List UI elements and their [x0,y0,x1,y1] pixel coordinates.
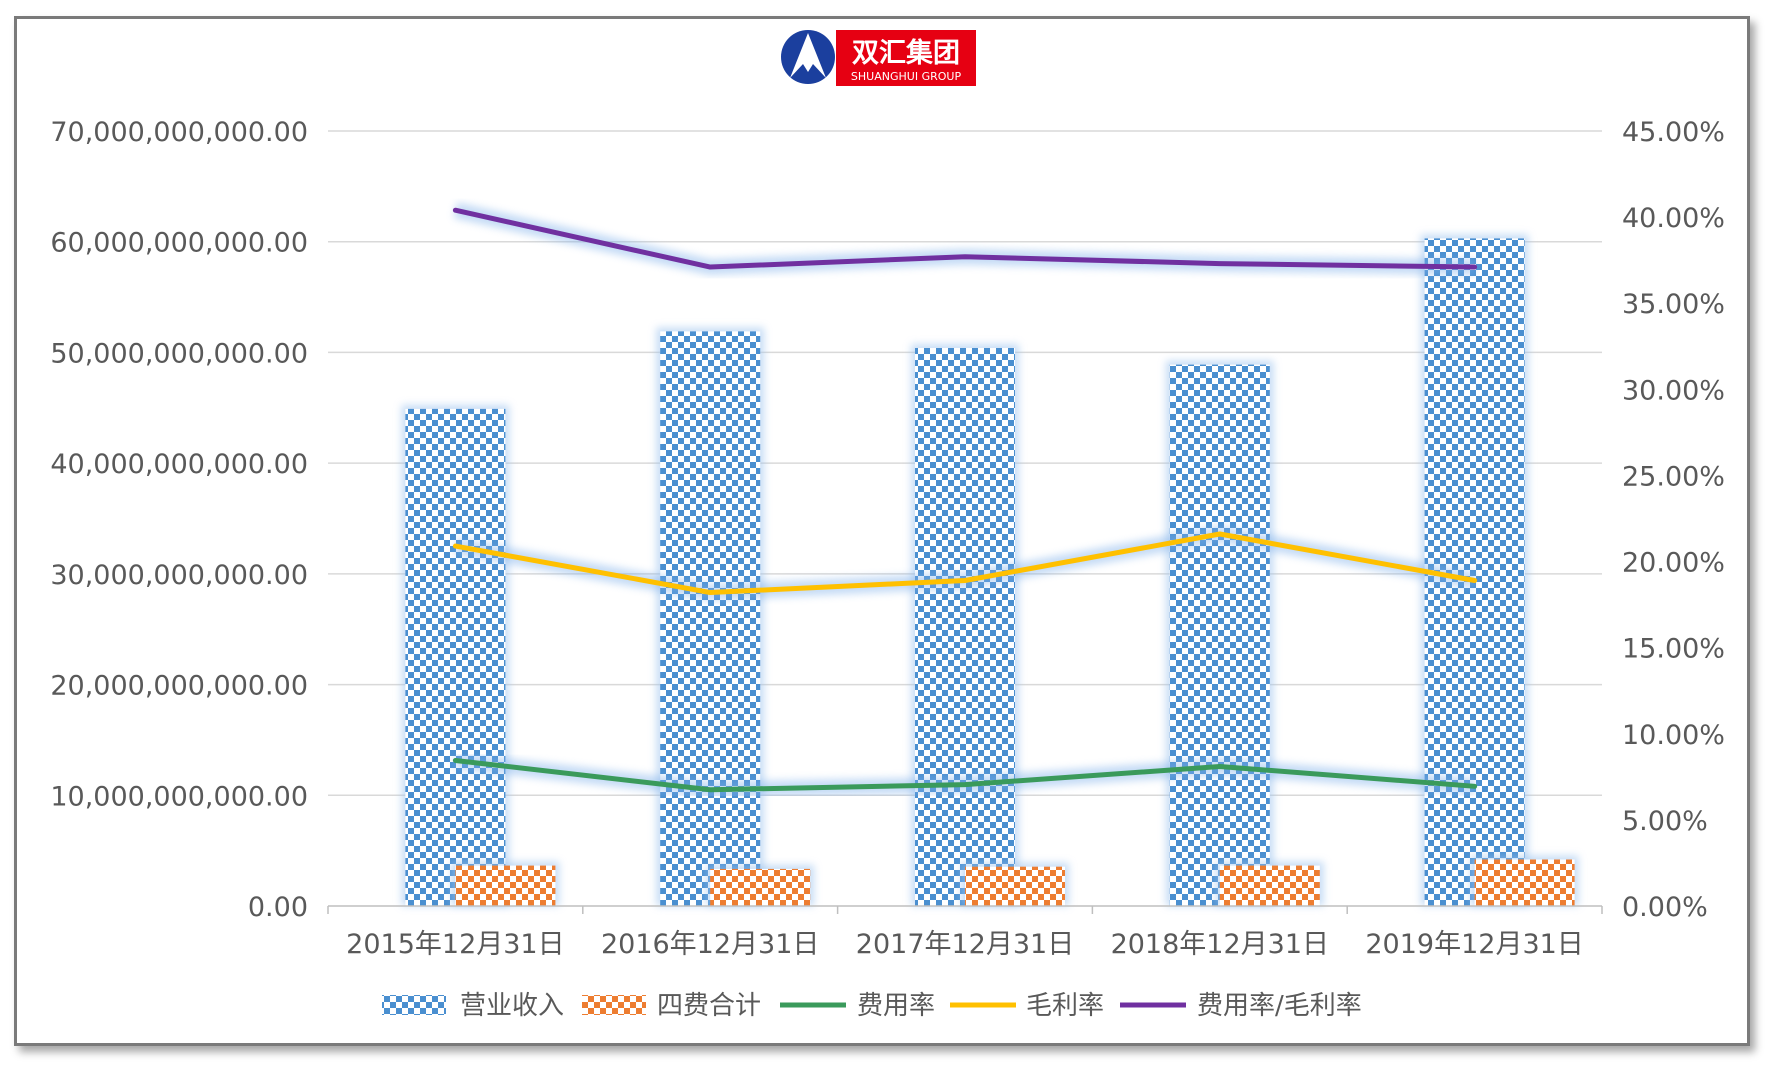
x-category-label: 2017年12月31日 [856,929,1074,960]
line-费用率/毛利率 [452,207,1478,270]
y-right-tick-label: 40.00% [1622,203,1725,234]
line-毛利率 [452,531,1478,596]
line-费用率 [452,757,1478,793]
y-left-tick-label: 50,000,000,000.00 [50,338,308,369]
logo-name-en: SHUANGHUI GROUP [851,70,962,83]
axes: 0.00 10,000,000,000.00 20,000,000,000.00 30… [50,117,1725,960]
y-right-tick-label: 25.00% [1622,461,1725,492]
bar-四费合计 [455,865,556,906]
bar-营业收入 [660,331,761,907]
legend-swatch [382,995,446,1015]
y-right-tick-label: 15.00% [1622,634,1725,665]
legend-swatch [582,995,646,1015]
bar-四费合计 [710,868,811,906]
lines [452,202,1478,798]
legend-label: 营业收入 [460,991,564,1021]
legend-label: 毛利率 [1026,991,1104,1021]
y-left-tick-label: 30,000,000,000.00 [50,560,308,591]
bars [401,234,1579,907]
y-left-tick-label: 70,000,000,000.00 [50,117,308,148]
x-category-label: 2016年12月31日 [601,929,819,960]
y-right-tick-label: 45.00% [1622,117,1725,148]
bar-四费合计 [1474,859,1575,906]
y-right-tick-label: 35.00% [1622,289,1725,320]
bar-营业收入 [1169,364,1270,906]
y-right-tick-label: 5.00% [1622,806,1708,837]
logo-name-cn: 双汇集团 [852,37,960,69]
bar-四费合计 [1219,865,1320,906]
bar-营业收入 [915,348,1015,906]
bar-营业收入 [405,408,506,906]
y-left-tick-label: 10,000,000,000.00 [50,781,308,812]
y-right-tick-label: 30.00% [1622,375,1725,406]
x-category-label: 2019年12月31日 [1365,929,1583,960]
shuanghui-logo: 双汇集团 SHUANGHUI GROUP [781,30,976,86]
bar-四费合计 [965,866,1065,906]
x-category-label: 2015年12月31日 [346,929,564,960]
y-right-tick-label: 20.00% [1622,548,1725,579]
logo-red-box [836,30,976,86]
y-right-tick-label: 10.00% [1622,720,1725,751]
y-left-tick-label: 60,000,000,000.00 [50,228,308,259]
legend-label: 费用率 [857,991,935,1021]
legend-label: 四费合计 [657,991,761,1021]
y-left-tick-label: 20,000,000,000.00 [50,671,308,702]
x-category-label: 2018年12月31日 [1111,929,1329,960]
y-left-tick-label: 0.00 [248,892,308,923]
legend: 营业收入 四费合计 费用率 毛利率 费用率/毛利率 [382,991,1362,1021]
legend-label: 费用率/毛利率 [1197,991,1362,1021]
logo-arrow-icon [790,33,826,78]
y-left-tick-label: 40,000,000,000.00 [50,449,308,480]
y-right-tick-label: 0.00% [1622,892,1708,923]
